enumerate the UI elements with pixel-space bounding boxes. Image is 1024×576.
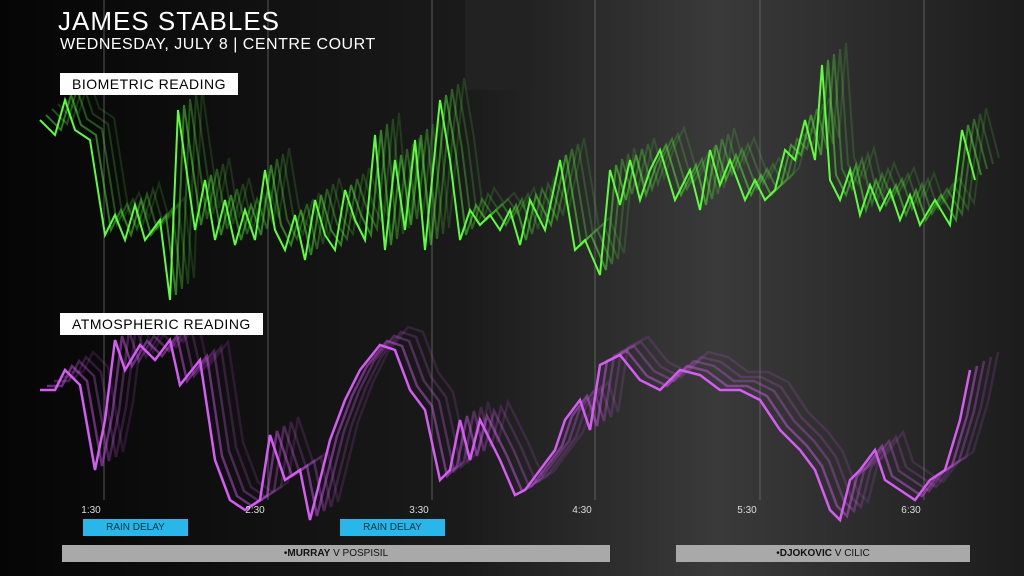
- panel-label: BIOMETRIC READING: [60, 73, 238, 95]
- opponent: V CILIC: [834, 548, 870, 559]
- panel-label: ATMOSPHERIC READING: [60, 313, 263, 335]
- player: DJOKOVIC: [779, 548, 832, 559]
- building: [465, 0, 535, 90]
- subtitle: WEDNESDAY, JULY 8 | CENTRE COURT: [60, 36, 376, 53]
- match-bar: DJOKOVIC V CILIC: [676, 545, 970, 562]
- time-tick: 5:30: [737, 505, 757, 516]
- event-tag: RAIN DELAY: [340, 519, 445, 536]
- time-tick: 6:30: [901, 505, 921, 516]
- time-tick: 4:30: [572, 505, 592, 516]
- player: MURRAY: [287, 548, 331, 559]
- event-tag: RAIN DELAY: [83, 519, 188, 536]
- time-tick: 3:30: [409, 505, 429, 516]
- match-bar: MURRAY V POSPISIL: [62, 545, 610, 562]
- opponent: V POSPISIL: [333, 548, 389, 559]
- time-tick: 1:30: [81, 505, 101, 516]
- title: JAMES STABLES: [58, 6, 281, 36]
- time-tick: 2:30: [245, 505, 265, 516]
